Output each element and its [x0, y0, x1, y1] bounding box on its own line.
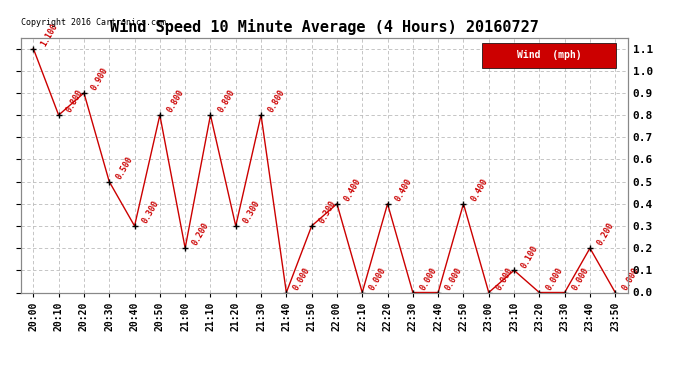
Text: 0.900: 0.900	[90, 66, 110, 92]
Text: 0.300: 0.300	[317, 199, 337, 225]
Text: Wind  (mph): Wind (mph)	[517, 50, 581, 60]
Text: 0.800: 0.800	[64, 88, 84, 114]
Title: Wind Speed 10 Minute Average (4 Hours) 20160727: Wind Speed 10 Minute Average (4 Hours) 2…	[110, 19, 539, 35]
Text: 0.800: 0.800	[166, 88, 186, 114]
Text: 0.000: 0.000	[494, 266, 515, 292]
Text: 0.000: 0.000	[621, 266, 641, 292]
Text: 0.800: 0.800	[216, 88, 236, 114]
Text: 0.400: 0.400	[342, 177, 363, 203]
Text: 0.000: 0.000	[570, 266, 591, 292]
Text: 0.000: 0.000	[444, 266, 464, 292]
Text: Copyright 2016 Cartronics.com: Copyright 2016 Cartronics.com	[21, 18, 166, 27]
Text: 0.200: 0.200	[595, 221, 615, 248]
Text: 0.000: 0.000	[368, 266, 388, 292]
Text: 0.400: 0.400	[469, 177, 489, 203]
Text: 1.100: 1.100	[39, 22, 59, 48]
Text: 0.000: 0.000	[545, 266, 565, 292]
Text: 0.500: 0.500	[115, 155, 135, 181]
Text: 0.000: 0.000	[292, 266, 312, 292]
Text: 0.300: 0.300	[140, 199, 160, 225]
FancyBboxPatch shape	[482, 43, 615, 68]
Text: 0.200: 0.200	[190, 221, 211, 248]
Text: 0.800: 0.800	[266, 88, 287, 114]
Text: 0.000: 0.000	[418, 266, 439, 292]
Text: 0.300: 0.300	[241, 199, 262, 225]
Text: 0.400: 0.400	[393, 177, 413, 203]
Text: 0.100: 0.100	[520, 243, 540, 270]
